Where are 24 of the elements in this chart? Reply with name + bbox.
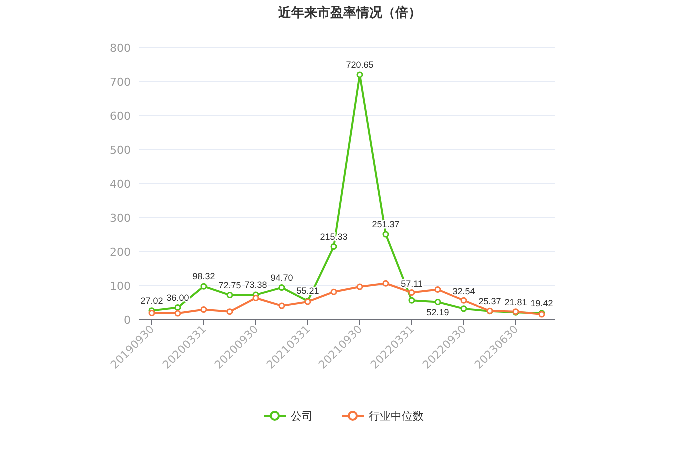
y-tick-label: 800 — [110, 42, 131, 55]
y-tick-label: 100 — [110, 280, 131, 293]
data-label: 72.75 — [218, 280, 242, 290]
y-tick-label: 200 — [110, 246, 131, 259]
y-tick-label: 400 — [110, 178, 131, 191]
y-tick-label: 500 — [110, 144, 131, 157]
legend-label: 公司 — [291, 410, 313, 423]
data-label: 32.54 — [452, 286, 476, 297]
data-label: 94.70 — [270, 272, 294, 283]
legend-label: 行业中位数 — [369, 410, 424, 423]
data-label: 720.65 — [346, 60, 374, 70]
y-tick-label: 300 — [110, 212, 131, 225]
data-label: 21.81 — [504, 298, 528, 308]
y-tick-label: 700 — [110, 76, 131, 89]
y-tick-label: 0 — [124, 314, 131, 327]
data-label: 36.00 — [166, 292, 190, 303]
data-label: 19.42 — [530, 298, 554, 308]
chart-title: 近年来市盈率情况（倍） — [278, 5, 422, 21]
y-tick-label: 600 — [110, 110, 131, 123]
data-label: 25.37 — [478, 296, 502, 306]
data-label: 73.38 — [244, 280, 268, 290]
data-label: 27.02 — [140, 296, 164, 306]
data-label: 52.19 — [426, 307, 450, 318]
data-label: 98.32 — [192, 272, 216, 282]
